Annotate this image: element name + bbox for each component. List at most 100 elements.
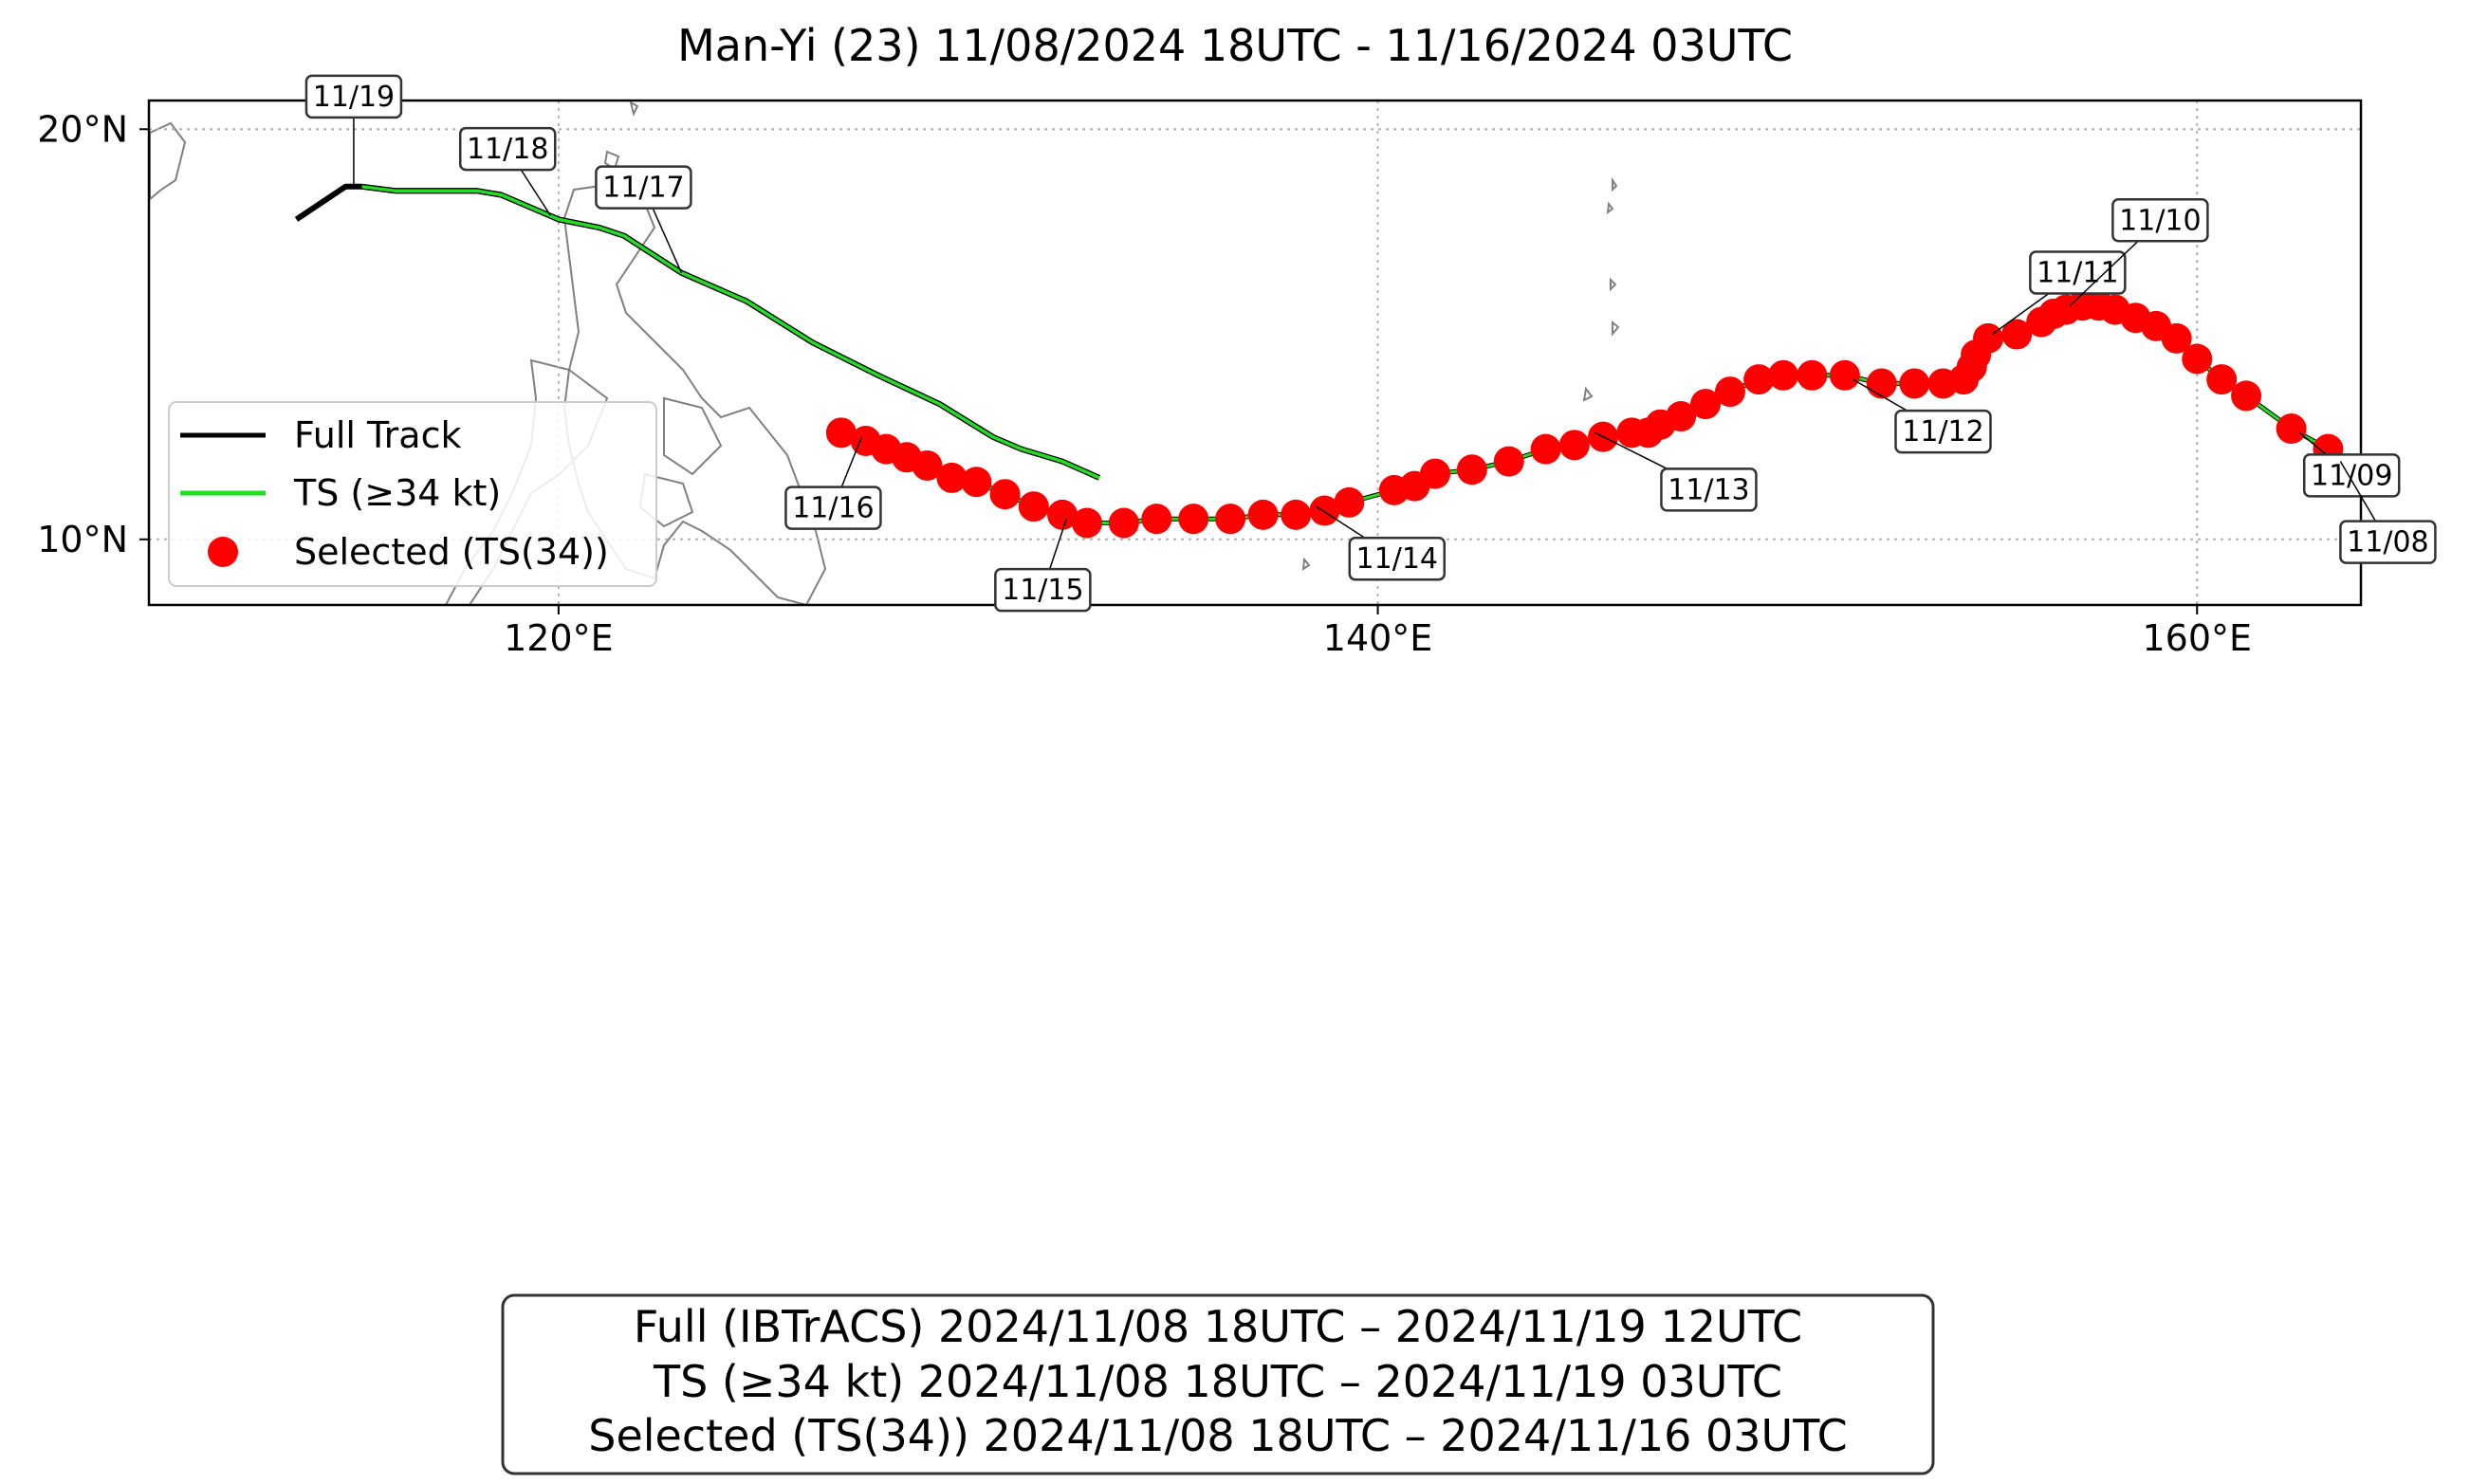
date-label: 11/12: [1894, 409, 1992, 454]
date-label-text: 11/11: [2037, 257, 2118, 290]
selected-point: [2231, 380, 2262, 412]
info-box-frame: [501, 1293, 1935, 1475]
map-frame: [147, 99, 2363, 607]
selected-point: [989, 479, 1021, 510]
date-label-box: [1660, 467, 1758, 512]
date-label-text: 11/17: [602, 172, 684, 205]
selected-point: [1690, 389, 1722, 420]
ts-track-line: [361, 185, 1100, 480]
info-selected-line: Selected (TS(34)) 2024/11/08 18UTC – 202…: [588, 1410, 1847, 1461]
date-label: 11/16: [784, 486, 882, 530]
date-label-text: 11/19: [313, 81, 395, 114]
legend-selected-label: Selected (TS(34)): [294, 531, 609, 573]
selected-point: [1018, 491, 1049, 522]
selected-point: [2026, 306, 2057, 338]
selected-point: [1071, 507, 1102, 539]
selected-point: [1215, 504, 1246, 535]
date-label: 11/08: [2339, 520, 2437, 564]
date-label: 11/15: [994, 567, 1092, 613]
selected-point: [1829, 359, 1860, 391]
selected-track-line: [840, 303, 2330, 524]
date-label: 11/13: [1660, 467, 1758, 512]
legend: Full Track TS (≥34 kt) Selected (TS(34)): [168, 401, 657, 587]
selected-track-outline: [840, 302, 2330, 525]
date-label-box: [2111, 198, 2209, 243]
legend-full-track-label: Full Track: [294, 414, 462, 456]
date-label-text: 11/15: [1002, 574, 1083, 607]
date-label-box: [784, 486, 882, 530]
info-box: Full (IBTrACS) 2024/11/08 18UTC – 2024/1…: [501, 1293, 1935, 1475]
selected-point: [1378, 474, 1410, 505]
legend-box: [168, 401, 657, 587]
selected-point: [1927, 368, 1959, 399]
selected-point: [1866, 368, 1897, 399]
date-label-text: 11/14: [1356, 542, 1438, 576]
tick-label-lon-120: 120°E: [504, 617, 614, 659]
selected-point: [1899, 368, 1930, 399]
date-label-text: 11/08: [2347, 526, 2428, 559]
selected-point: [1141, 504, 1172, 535]
map-area: 11/19 11/18 11/17 11/16 11/15 11/14 11/13 11/12…: [37, 74, 2437, 659]
selected-point: [1178, 504, 1209, 535]
full-track-line: [294, 183, 995, 440]
axis-ticks: 120°E 140°E 160°E 10°N 20°N: [37, 108, 2252, 659]
selected-point: [1714, 376, 1745, 408]
info-ts-line: TS (≥34 kt) 2024/11/08 18UTC – 2024/11/1…: [653, 1356, 1782, 1407]
date-labels: 11/19 11/18 11/17 11/16 11/15 11/14 11/13 11/12…: [304, 74, 2437, 613]
selected-point: [1743, 364, 1775, 395]
selected-point: [961, 467, 992, 498]
selected-point: [850, 425, 881, 456]
date-label: 11/10: [2111, 198, 2209, 243]
info-full-line: Full (IBTrACS) 2024/11/08 18UTC – 2024/1…: [634, 1301, 1802, 1352]
selected-point: [936, 462, 968, 493]
selected-point: [1768, 359, 1799, 391]
tick-label-lat-20: 20°N: [37, 108, 128, 150]
selected-point: [1108, 507, 1139, 539]
tick-label-lon-160: 160°E: [2142, 617, 2252, 659]
selected-point: [825, 417, 857, 449]
date-label-text: 11/12: [1902, 415, 1983, 449]
date-label-box: [595, 165, 692, 210]
selected-point: [2182, 343, 2213, 375]
selected-point: [2206, 364, 2238, 395]
date-label-box: [2302, 453, 2401, 498]
date-label-box: [304, 74, 403, 119]
date-label: 11/17: [595, 165, 692, 210]
selected-point: [1247, 499, 1279, 530]
date-label-text: 11/10: [2119, 204, 2201, 237]
date-label-text: 11/18: [467, 133, 548, 166]
selected-point: [1558, 430, 1590, 461]
date-label-box: [1894, 409, 1992, 454]
selected-point: [1530, 433, 1561, 465]
date-label: 11/09: [2302, 453, 2401, 498]
date-label-box: [2029, 250, 2127, 295]
map-title: Man-Yi (23) 11/08/2024 18UTC - 11/16/202…: [677, 20, 1793, 71]
date-label-text: 11/09: [2311, 459, 2392, 492]
date-label: 11/19: [304, 74, 403, 119]
selected-point: [1281, 499, 1312, 530]
date-label-text: 11/16: [792, 492, 874, 525]
legend-selected-swatch: [208, 537, 238, 567]
selected-point: [1334, 486, 1365, 518]
selected-point: [1493, 446, 1524, 477]
date-label-box: [1348, 536, 1447, 581]
selected-point: [1047, 499, 1078, 530]
selected-point: [1456, 454, 1487, 486]
date-label: 11/18: [458, 126, 557, 172]
date-label-text: 11/13: [1668, 473, 1749, 506]
date-label: 11/14: [1348, 536, 1447, 581]
date-label-box: [458, 126, 557, 172]
selected-point: [2276, 413, 2307, 445]
selected-point: [2001, 319, 2033, 350]
legend-ts-label: TS (≥34 kt): [293, 472, 501, 514]
selected-points-layer: [825, 290, 2344, 539]
selected-point: [1616, 417, 1648, 449]
date-label-box: [994, 567, 1092, 613]
tick-label-lon-140: 140°E: [1323, 617, 1433, 659]
date-label: 11/11: [2029, 250, 2127, 295]
selected-point: [1309, 495, 1340, 526]
tick-label-lat-10: 10°N: [37, 519, 128, 560]
date-label-box: [2339, 520, 2437, 564]
selected-point: [1797, 359, 1828, 391]
